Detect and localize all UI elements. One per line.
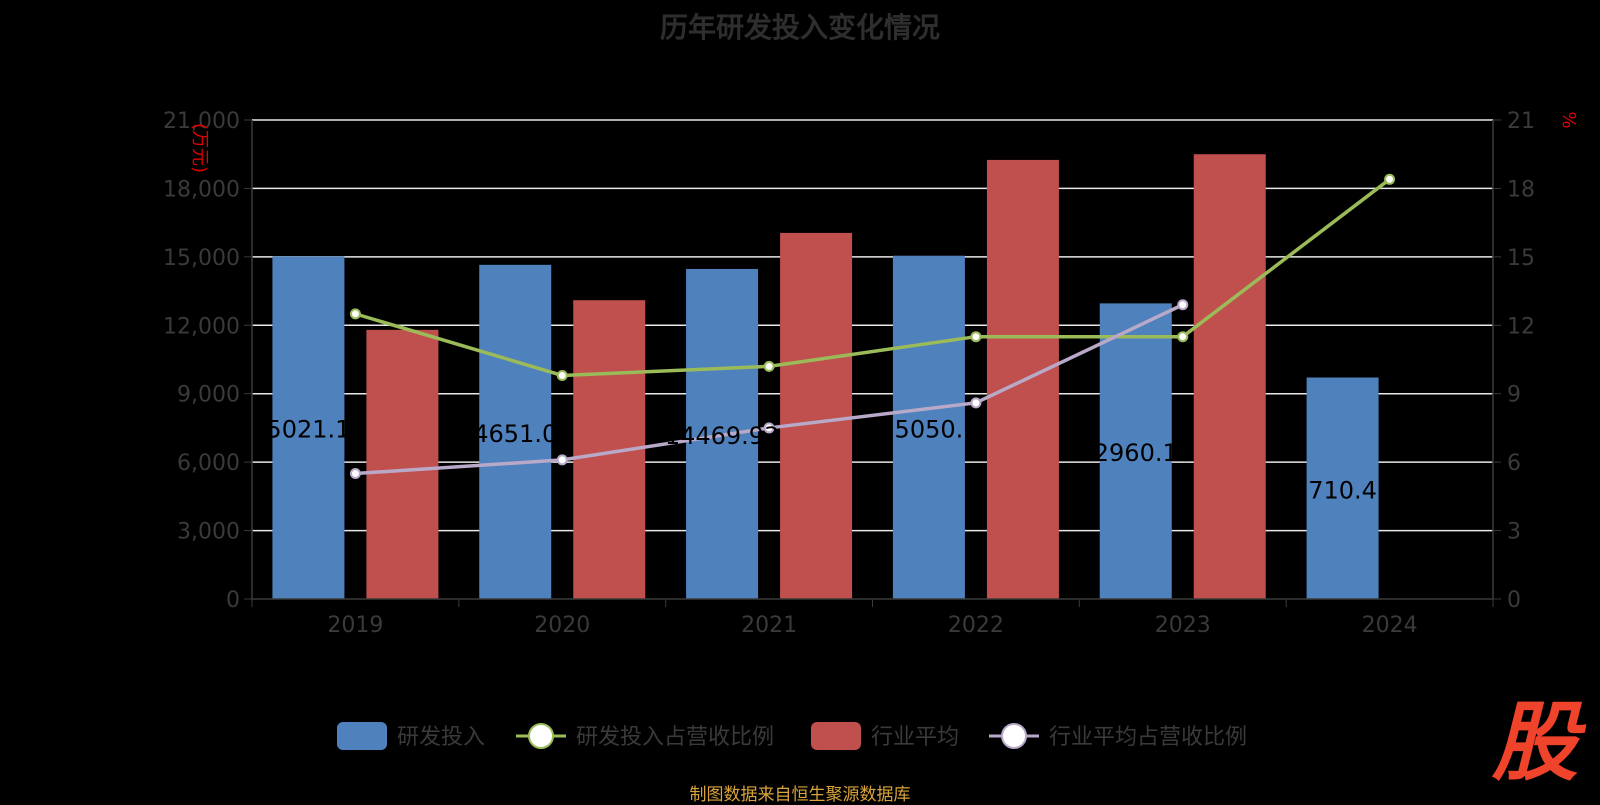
rd-bar-label: 9710.47 [1293,476,1392,504]
y-right-tick-label: 15 [1507,246,1535,271]
source-note: 制图数据来自恒生聚源数据库 [689,785,911,805]
legend: 研发投入 研发投入占营收比例 行业平均 行业平均占营收比例 [337,722,1247,750]
legend-swatch-bar [811,722,861,750]
y-left-axis-label: (万元) [189,123,210,173]
legend-swatch-bar [337,722,387,750]
x-tick-label: 2021 [741,613,797,638]
y-left-tick-label: 18,000 [163,177,240,202]
y-left-tick-label: 9,000 [177,383,240,408]
rd-ratio-point [349,308,361,320]
y-left-tick-label: 0 [226,588,240,613]
legend-item: 行业平均 [811,722,959,750]
y-left-tick-label: 15,000 [163,246,240,271]
rd-bar-label: 12960.18 [1078,439,1193,467]
x-tick-label: 2024 [1362,613,1418,638]
rd-ratio-point [763,360,775,372]
rd-bar [1306,377,1379,599]
lines [349,173,1396,480]
y-right-tick-label: 3 [1507,520,1521,545]
industry-ratio-point [556,454,568,466]
industry-ratio-point [1177,299,1189,311]
rd-ratio-line [354,177,1391,378]
rd-ratio-point [1384,173,1396,185]
y-right-tick-label: 21 [1507,109,1535,134]
rd-ratio-point [970,331,982,343]
legend-swatch-marker [1001,723,1027,749]
industry-bar [780,232,853,599]
y-right-axis-label: % [1558,111,1579,128]
legend-label: 研发投入 [397,725,485,750]
y-left-tick-label: 12,000 [163,314,240,339]
legend-label: 行业平均 [871,725,959,750]
chart-title: 历年研发投入变化情况 [659,11,940,44]
rd-bar-label: 15021.17 [251,416,366,444]
industry-bar [366,329,439,599]
industry-ratio-point [349,468,361,480]
legend-item: 行业平均占营收比例 [989,723,1247,750]
y-left-tick-label: 6,000 [177,451,240,476]
industry-bar [1193,154,1266,599]
grid-lines [252,119,1493,532]
rd-bar [479,264,552,599]
rd-bar [272,256,345,599]
rd-bar-label: 14469.93 [665,422,780,450]
rd-bar-label: 14651.04 [458,420,573,448]
legend-item: 研发投入占营收比例 [516,723,774,750]
industry-ratio-point [970,397,982,409]
y-right-tick-label: 6 [1507,451,1521,476]
x-tick-label: 2022 [948,613,1004,638]
axes: 0 3,000 6,000 9,000 12,000 15,000 18,000 21,000… [163,109,1579,638]
y-left-tick-label: 21,000 [163,109,240,134]
rd-ratio-point [556,369,568,381]
y-right-tick-label: 0 [1507,588,1521,613]
brand-logo: 股 [1492,693,1578,793]
y-right-tick-label: 18 [1507,177,1535,202]
legend-item: 研发投入 [337,722,485,750]
legend-swatch-marker [528,723,554,749]
industry-ratio-point [763,422,775,434]
rd-ratio-point [1177,331,1189,343]
y-right-tick-label: 9 [1507,383,1521,408]
data-labels: 15021.17 14651.04 14469.93 15050.5 12960.18 9… [251,415,1392,504]
legend-label: 研发投入占营收比例 [576,725,774,750]
x-tick-label: 2019 [327,613,383,638]
y-left-tick-label: 3,000 [177,520,240,545]
y-right-tick-label: 12 [1507,314,1535,339]
rd-bar [1099,303,1172,599]
bars [272,154,1379,599]
rd-bar-label: 15050.5 [879,415,978,443]
rd-bar [892,255,965,599]
x-tick-label: 2020 [534,613,590,638]
x-tick-label: 2023 [1155,613,1211,638]
legend-label: 行业平均占营收比例 [1049,725,1247,750]
